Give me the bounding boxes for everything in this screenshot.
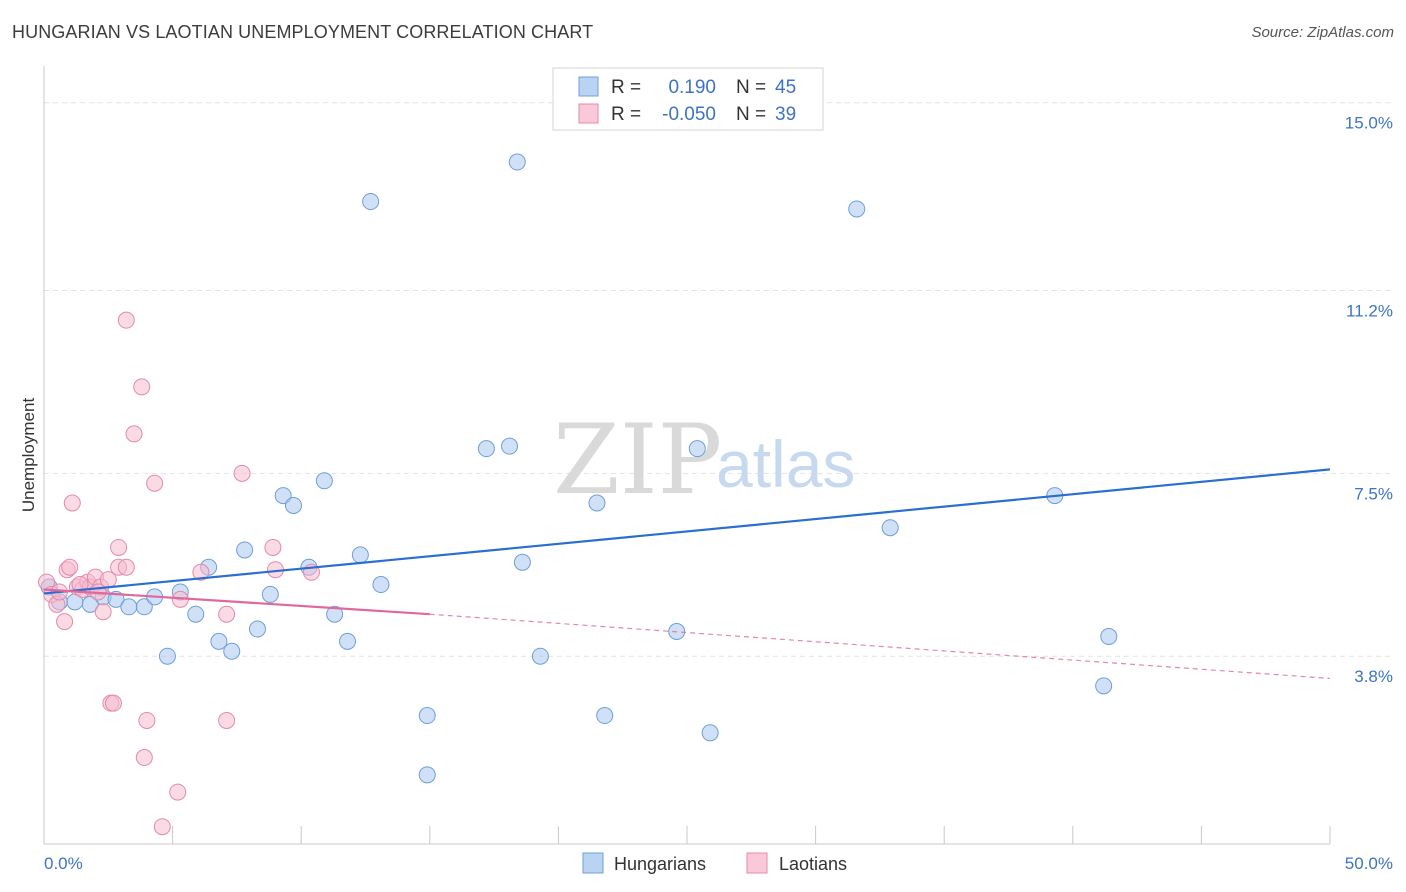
point-laotians [94,603,112,621]
point-laotians [218,711,236,729]
watermark-atlas: atlas [716,427,855,501]
point-hungarians [881,519,899,537]
legend-swatch-laotians [578,103,599,124]
legend-n-value-2: 39 [775,104,796,125]
y-tick-label: 11.2% [1346,302,1393,321]
point-hungarians [701,724,719,742]
watermark-zip: ZIP [553,404,722,516]
point-hungarians [362,193,380,211]
point-hungarians [848,200,866,218]
point-laotians [56,613,74,631]
point-hungarians [274,487,292,505]
point-hungarians [210,632,228,650]
point-laotians [135,749,153,767]
point-laotians [233,464,251,482]
point-hungarians [372,576,390,594]
bottom-legend-laotians: Laotians [779,854,847,874]
point-laotians [153,818,171,836]
source-label: Source: ZipAtlas.com [1251,24,1394,41]
point-laotians [117,558,135,576]
point-hungarians [135,598,153,616]
point-hungarians [688,440,706,458]
point-laotians [125,425,143,443]
point-hungarians [501,437,519,455]
point-hungarians [351,546,369,564]
bottom-legend-swatch-hungarians [582,852,604,874]
legend-r-label-2: R = [611,104,641,125]
point-hungarians [187,605,205,623]
y-tick-label: 3.8% [1354,667,1393,686]
x-tick-label-max: 50.0% [1345,854,1393,873]
point-laotians [104,694,122,712]
point-hungarians [158,647,176,665]
point-laotians [146,474,164,492]
legend-r-label-1: R = [611,77,641,98]
point-hungarians [513,553,531,571]
y-axis-label: Unemployment [19,398,38,513]
point-laotians [192,563,210,581]
legend-n-label-1: N = [736,77,766,98]
point-hungarians [596,707,614,725]
point-laotians [110,538,128,556]
point-laotians [218,605,236,623]
point-laotians [61,558,79,576]
trend-line-laotians-extension [429,613,1331,680]
point-hungarians [223,642,241,660]
y-tick-label: 7.5% [1354,484,1393,503]
point-hungarians [338,632,356,650]
point-hungarians [284,496,302,514]
y-tick-label: 15.0% [1345,114,1393,133]
point-hungarians [1095,677,1113,695]
point-hungarians [508,153,526,171]
trend-lines [43,468,1331,680]
correlation-legend: R = 0.190 N = 45 R = -0.050 N = 39 [552,67,824,131]
point-laotians [138,711,156,729]
chart-title: HUNGARIAN VS LAOTIAN UNEMPLOYMENT CORREL… [12,22,594,42]
point-hungarians [418,766,436,784]
point-hungarians [248,620,266,638]
series-legend: Hungarians Laotians [582,852,847,874]
axes [43,66,1331,845]
point-laotians [63,494,81,512]
point-hungarians [261,585,279,603]
point-laotians [133,378,151,396]
watermark: ZIP atlas [553,404,855,516]
trend-line-hungarians [43,468,1331,595]
legend-n-value-1: 45 [775,77,796,98]
point-hungarians [531,647,549,665]
bottom-legend-swatch-laotians [746,852,768,874]
point-hungarians [326,605,344,623]
legend-swatch-hungarians [578,76,599,97]
point-hungarians [120,598,138,616]
point-laotians [169,783,187,801]
trend-line-laotians [43,588,430,616]
point-hungarians [315,472,333,490]
point-hungarians [236,541,254,559]
point-laotians [117,311,135,329]
legend-r-value-1: 0.190 [668,77,716,98]
legend-r-value-2: -0.050 [662,104,716,125]
legend-n-label-2: N = [736,104,766,125]
bottom-legend-hungarians: Hungarians [614,854,706,874]
point-hungarians [477,440,495,458]
x-tick-label-min: 0.0% [44,854,83,873]
point-hungarians [588,494,606,512]
point-hungarians [1100,627,1118,645]
point-hungarians [418,707,436,725]
point-laotians [264,538,282,556]
point-hungarians [81,595,99,613]
y-tick-labels: 3.8% 7.5% 11.2% 15.0% [1345,114,1393,686]
